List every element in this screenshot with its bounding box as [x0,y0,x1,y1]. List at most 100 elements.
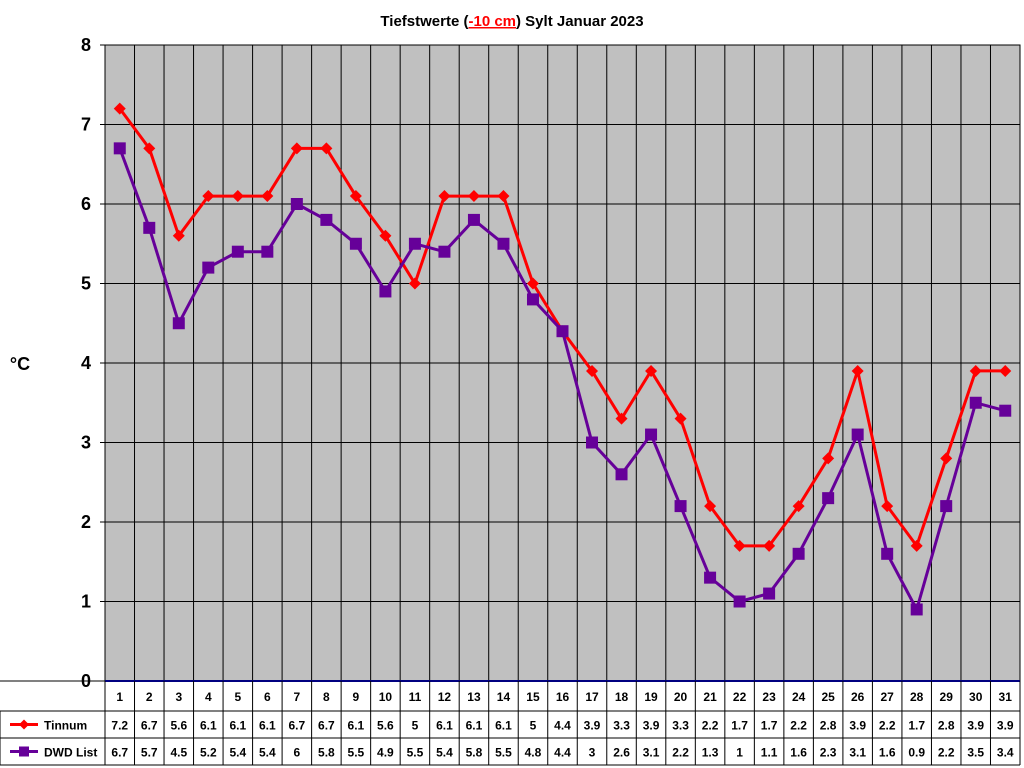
data-point[interactable] [526,293,539,306]
data-point[interactable] [733,595,746,608]
data-point[interactable] [910,603,923,616]
y-tick-label: 3 [81,433,91,453]
legend-entry: DWD List [10,746,97,760]
data-point[interactable] [379,285,392,298]
data-point[interactable] [792,547,805,560]
data-point[interactable] [261,245,274,258]
data-point[interactable] [113,142,126,155]
data-label: 1.7 [908,719,925,733]
x-tick-label: 12 [438,690,452,704]
data-point[interactable] [467,190,480,203]
data-label: 4.4 [554,746,571,760]
data-point[interactable] [320,213,333,226]
data-point[interactable] [497,237,510,250]
data-point[interactable] [674,500,687,513]
data-point[interactable] [645,364,658,377]
data-point[interactable] [733,539,746,552]
data-point[interactable] [556,325,569,338]
data-point[interactable] [969,364,982,377]
data-point[interactable] [379,229,392,242]
x-tick-label: 8 [323,690,330,704]
y-tick-label: 7 [81,115,91,135]
data-point[interactable] [704,500,717,513]
data-point[interactable] [497,190,510,203]
data-label: 5.4 [436,746,453,760]
data-point[interactable] [881,547,894,560]
chart-title: Tiefstwerte (-10 cm) Sylt Januar 2023 [380,13,643,30]
data-point[interactable] [940,500,953,513]
data-point[interactable] [290,142,303,155]
data-label: 2.6 [613,746,630,760]
data-point[interactable] [674,412,687,425]
x-tick-label: 16 [556,690,570,704]
data-point[interactable] [349,237,362,250]
x-tick-label: 29 [940,690,954,704]
data-point[interactable] [231,245,244,258]
y-tick-label: 6 [81,194,91,214]
data-label: 1.1 [761,746,778,760]
data-label: 6.1 [466,719,483,733]
data-point[interactable] [202,261,215,274]
data-point[interactable] [645,428,658,441]
data-point[interactable] [910,539,923,552]
data-point[interactable] [143,142,156,155]
data-label: 2.2 [938,746,955,760]
y-tick-label: 1 [81,592,91,612]
data-point[interactable] [202,190,215,203]
data-label: 5.6 [377,719,394,733]
data-point[interactable] [615,412,628,425]
x-tick-label: 10 [379,690,393,704]
data-point[interactable] [792,500,805,513]
data-point[interactable] [526,277,539,290]
data-label: 5.5 [407,746,424,760]
data-point[interactable] [408,237,421,250]
y-tick-label: 2 [81,512,91,532]
data-label: 6.1 [259,719,276,733]
data-point[interactable] [467,213,480,226]
data-point[interactable] [349,190,362,203]
data-point[interactable] [851,364,864,377]
data-label: 2.2 [879,719,896,733]
data-label: 5.5 [495,746,512,760]
data-point[interactable] [586,364,599,377]
data-point[interactable] [172,317,185,330]
data-label: 6.7 [289,719,306,733]
data-point[interactable] [999,404,1012,417]
data-point[interactable] [615,468,628,481]
x-tick-label: 26 [851,690,865,704]
data-point[interactable] [881,500,894,513]
data-label: 4.4 [554,719,571,733]
data-point[interactable] [172,229,185,242]
data-point[interactable] [969,396,982,409]
data-point[interactable] [438,245,451,258]
data-point[interactable] [261,190,274,203]
x-tick-label: 13 [467,690,481,704]
data-label: 1.7 [731,719,748,733]
data-point[interactable] [586,436,599,449]
data-label: 6.1 [200,719,217,733]
data-point[interactable] [822,492,835,505]
x-tick-label: 4 [205,690,212,704]
data-point[interactable] [143,221,156,234]
data-label: 1.6 [790,746,807,760]
data-label: 5.5 [348,746,365,760]
chart-title-prefix: Tiefstwerte ( [380,13,468,30]
data-point[interactable] [763,587,776,600]
x-tick-label: 21 [703,690,717,704]
data-point[interactable] [704,571,717,584]
data-point[interactable] [408,277,421,290]
data-point[interactable] [822,452,835,465]
data-point[interactable] [999,364,1012,377]
data-point[interactable] [290,198,303,210]
data-point[interactable] [940,452,953,465]
data-point[interactable] [320,142,333,155]
x-tick-label: 9 [353,690,360,704]
x-tick-label: 11 [409,690,422,704]
data-label: 3.9 [643,719,660,733]
data-point[interactable] [113,102,126,115]
data-point[interactable] [851,428,864,441]
data-point[interactable] [231,190,244,203]
x-tick-label: 6 [264,690,271,704]
data-point[interactable] [763,539,776,552]
data-point[interactable] [438,190,451,203]
